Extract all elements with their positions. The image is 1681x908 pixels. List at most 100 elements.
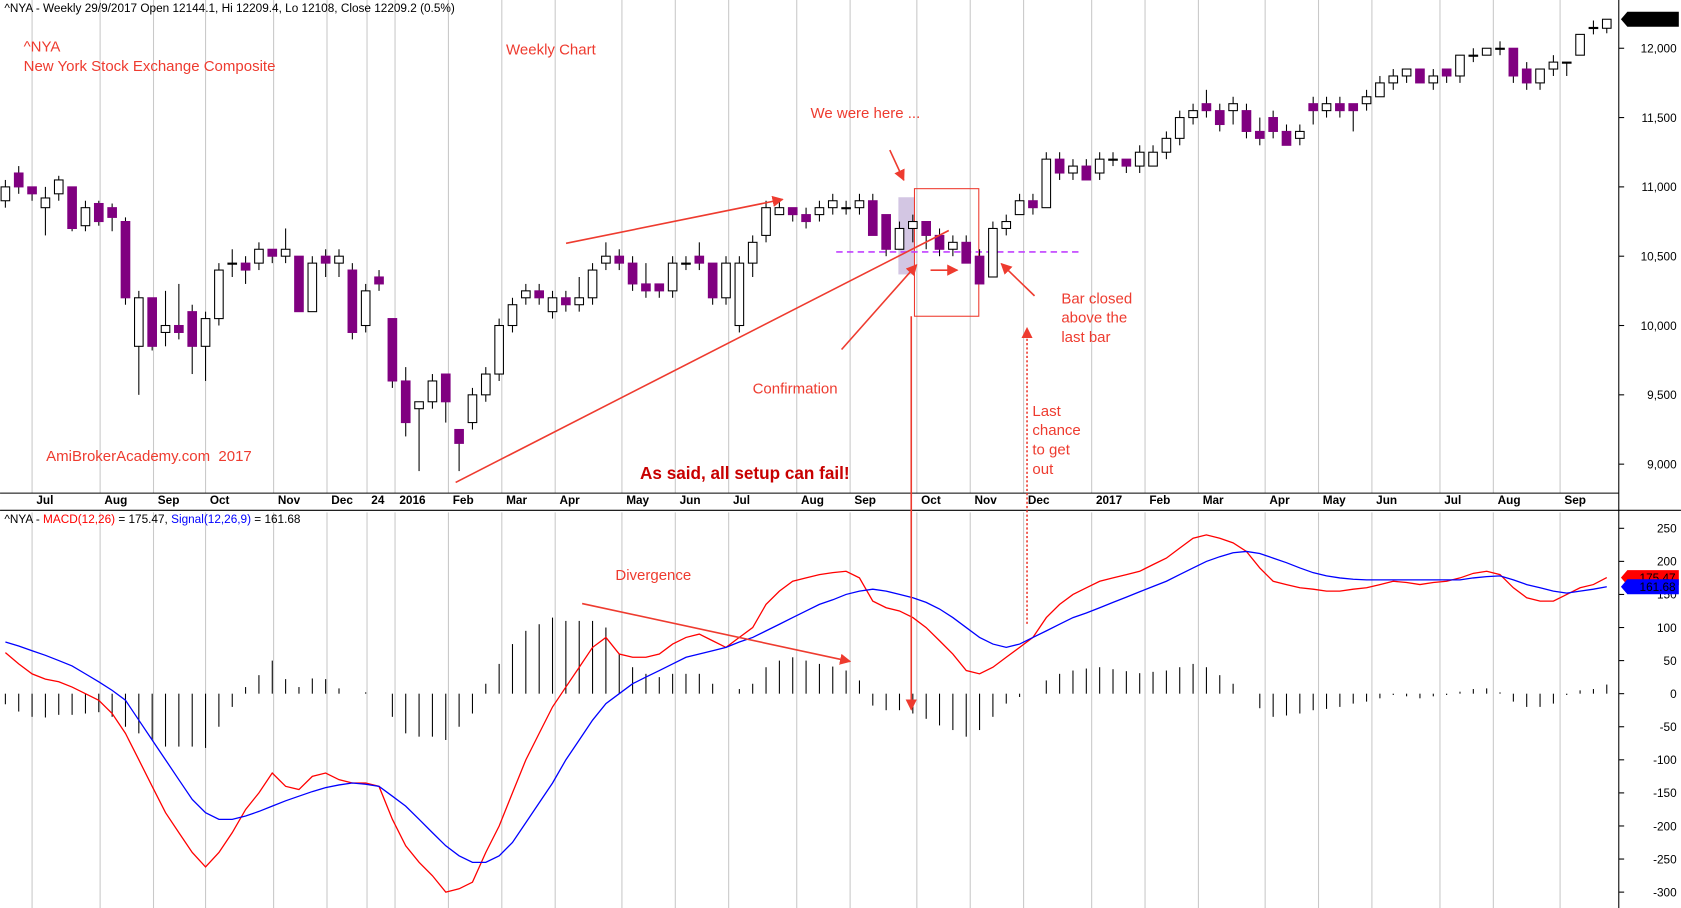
y-tick-label: -200 xyxy=(1653,820,1677,833)
candle-body xyxy=(1508,47,1519,77)
candle-body xyxy=(1415,68,1425,84)
candle-body xyxy=(160,324,171,333)
candle-body xyxy=(1561,61,1572,64)
candle-body xyxy=(561,297,571,306)
candle-body xyxy=(214,269,224,320)
candle-body xyxy=(400,380,411,424)
candle-body xyxy=(1535,68,1545,84)
x-tick-label: Sep xyxy=(1564,494,1586,507)
candle-body xyxy=(721,262,731,299)
legend-entry: MACD(12,26) xyxy=(43,513,115,526)
candle-body xyxy=(294,255,304,313)
candle-body xyxy=(414,401,424,410)
x-tick-label: Apr xyxy=(559,494,580,507)
candle-body xyxy=(1001,221,1012,230)
candle-body xyxy=(1148,151,1158,167)
macd-header: ^NYA - MACD(12,26) = 175.47, Signal(12,2… xyxy=(4,513,301,526)
y-tick-label: 250 xyxy=(1657,523,1677,536)
candle-body xyxy=(1161,137,1172,153)
x-tick-label: May xyxy=(1323,494,1346,507)
candle-body xyxy=(1081,165,1092,181)
x-tick-label: Jul xyxy=(1444,494,1461,507)
y-tick-label: -100 xyxy=(1653,754,1677,767)
candle-body xyxy=(827,200,838,209)
bar-closed-label: above the xyxy=(1061,310,1127,327)
candle-body xyxy=(1108,158,1118,161)
candle-body xyxy=(574,297,585,306)
candle-body xyxy=(53,179,64,195)
candle-body xyxy=(480,373,491,396)
candle-body xyxy=(614,255,625,264)
x-tick-label: Feb xyxy=(1149,494,1170,507)
candle-body xyxy=(801,214,811,223)
highlight-zone xyxy=(898,197,915,275)
candle-body xyxy=(654,283,665,292)
candle-body xyxy=(1401,68,1412,77)
candle-body xyxy=(867,200,878,236)
candle-body xyxy=(507,304,518,327)
legend-value: = 175.47, xyxy=(118,513,167,526)
candle-body xyxy=(761,207,771,236)
candle-body xyxy=(0,186,11,202)
candle-body xyxy=(1014,200,1025,216)
last-chance-label: to get xyxy=(1032,442,1070,459)
candle-body xyxy=(254,248,264,264)
candle-body xyxy=(494,324,504,375)
candle-body xyxy=(601,255,611,264)
candle-body xyxy=(387,318,398,382)
y-tick-label: -150 xyxy=(1653,787,1677,800)
y-tick-label: 10,500 xyxy=(1641,250,1677,263)
y-tick-label: 50 xyxy=(1664,655,1678,668)
candle-body xyxy=(1254,130,1265,139)
candle-body xyxy=(1094,158,1105,174)
candle-body xyxy=(80,207,91,227)
x-tick-label: Dec xyxy=(331,494,353,507)
period-label: Weekly Chart xyxy=(506,42,597,59)
candle-body xyxy=(814,207,825,216)
candle-body xyxy=(1521,68,1532,84)
candle-body xyxy=(921,221,932,236)
trend-arrow xyxy=(565,195,784,245)
x-tick-label: Nov xyxy=(975,494,998,507)
x-tick-label: Aug xyxy=(104,494,127,507)
macd-line xyxy=(4,534,1608,893)
name-label: New York Stock Exchange Composite xyxy=(24,58,276,75)
candle-body xyxy=(627,262,638,285)
candle-body xyxy=(467,394,478,424)
candle-body xyxy=(1174,117,1185,139)
candle-body xyxy=(440,373,451,403)
value-badge xyxy=(1620,11,1679,27)
candle-body xyxy=(1588,26,1599,30)
candle-body xyxy=(454,428,464,444)
candle-body xyxy=(1468,54,1479,57)
candle-body xyxy=(107,207,117,218)
candle-body xyxy=(1321,103,1332,112)
x-tick-label: Feb xyxy=(453,494,474,507)
candle-body xyxy=(1361,96,1372,105)
candle-body xyxy=(1308,103,1319,112)
candle-body xyxy=(67,186,77,230)
candle-body xyxy=(1388,75,1399,84)
candle-body xyxy=(13,172,24,188)
candle-body xyxy=(1428,75,1439,84)
y-tick-label: 12,000 xyxy=(1641,43,1677,56)
candle-body xyxy=(360,290,371,327)
candle-body xyxy=(1028,200,1038,209)
candle-body xyxy=(427,380,438,403)
candle-body xyxy=(1054,158,1065,174)
macd-header-prefix: ^NYA - xyxy=(4,513,39,526)
symbol-label: ^NYA xyxy=(24,38,61,55)
last-chance-label: Last xyxy=(1032,403,1061,420)
candle-body xyxy=(1241,110,1252,132)
candle-body xyxy=(147,297,157,347)
here-label: We were here ... xyxy=(810,105,920,122)
candle-body xyxy=(1068,165,1078,174)
candle-body xyxy=(774,207,785,216)
candle-body xyxy=(1134,151,1145,167)
candle-body xyxy=(667,262,678,292)
y-tick-label: 11,500 xyxy=(1642,112,1678,125)
y-tick-label: -50 xyxy=(1660,721,1677,734)
x-tick-label: Jun xyxy=(680,494,701,507)
candle-body xyxy=(841,207,851,210)
